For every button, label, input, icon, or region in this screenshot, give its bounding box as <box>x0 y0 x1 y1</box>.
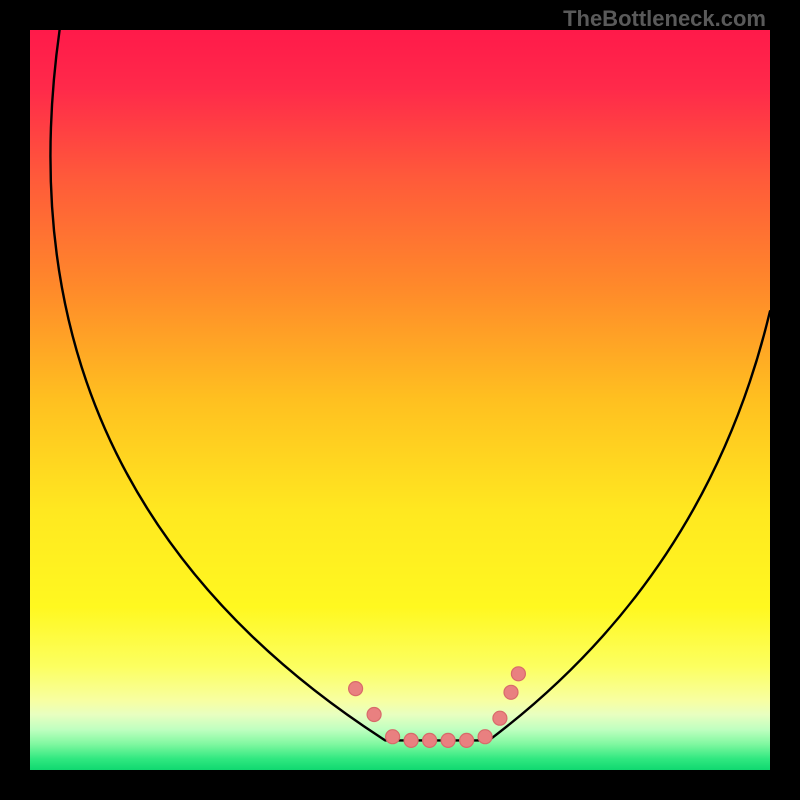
data-marker <box>493 711 507 725</box>
data-marker <box>460 733 474 747</box>
data-marker <box>504 685 518 699</box>
data-marker <box>386 730 400 744</box>
watermark-text: TheBottleneck.com <box>563 6 766 32</box>
data-marker <box>367 708 381 722</box>
data-marker <box>478 730 492 744</box>
plot-svg <box>30 30 770 770</box>
data-marker <box>441 733 455 747</box>
gradient-background <box>30 30 770 770</box>
plot-area <box>30 30 770 770</box>
data-marker <box>349 682 363 696</box>
data-marker <box>423 733 437 747</box>
data-marker <box>404 733 418 747</box>
data-marker <box>511 667 525 681</box>
